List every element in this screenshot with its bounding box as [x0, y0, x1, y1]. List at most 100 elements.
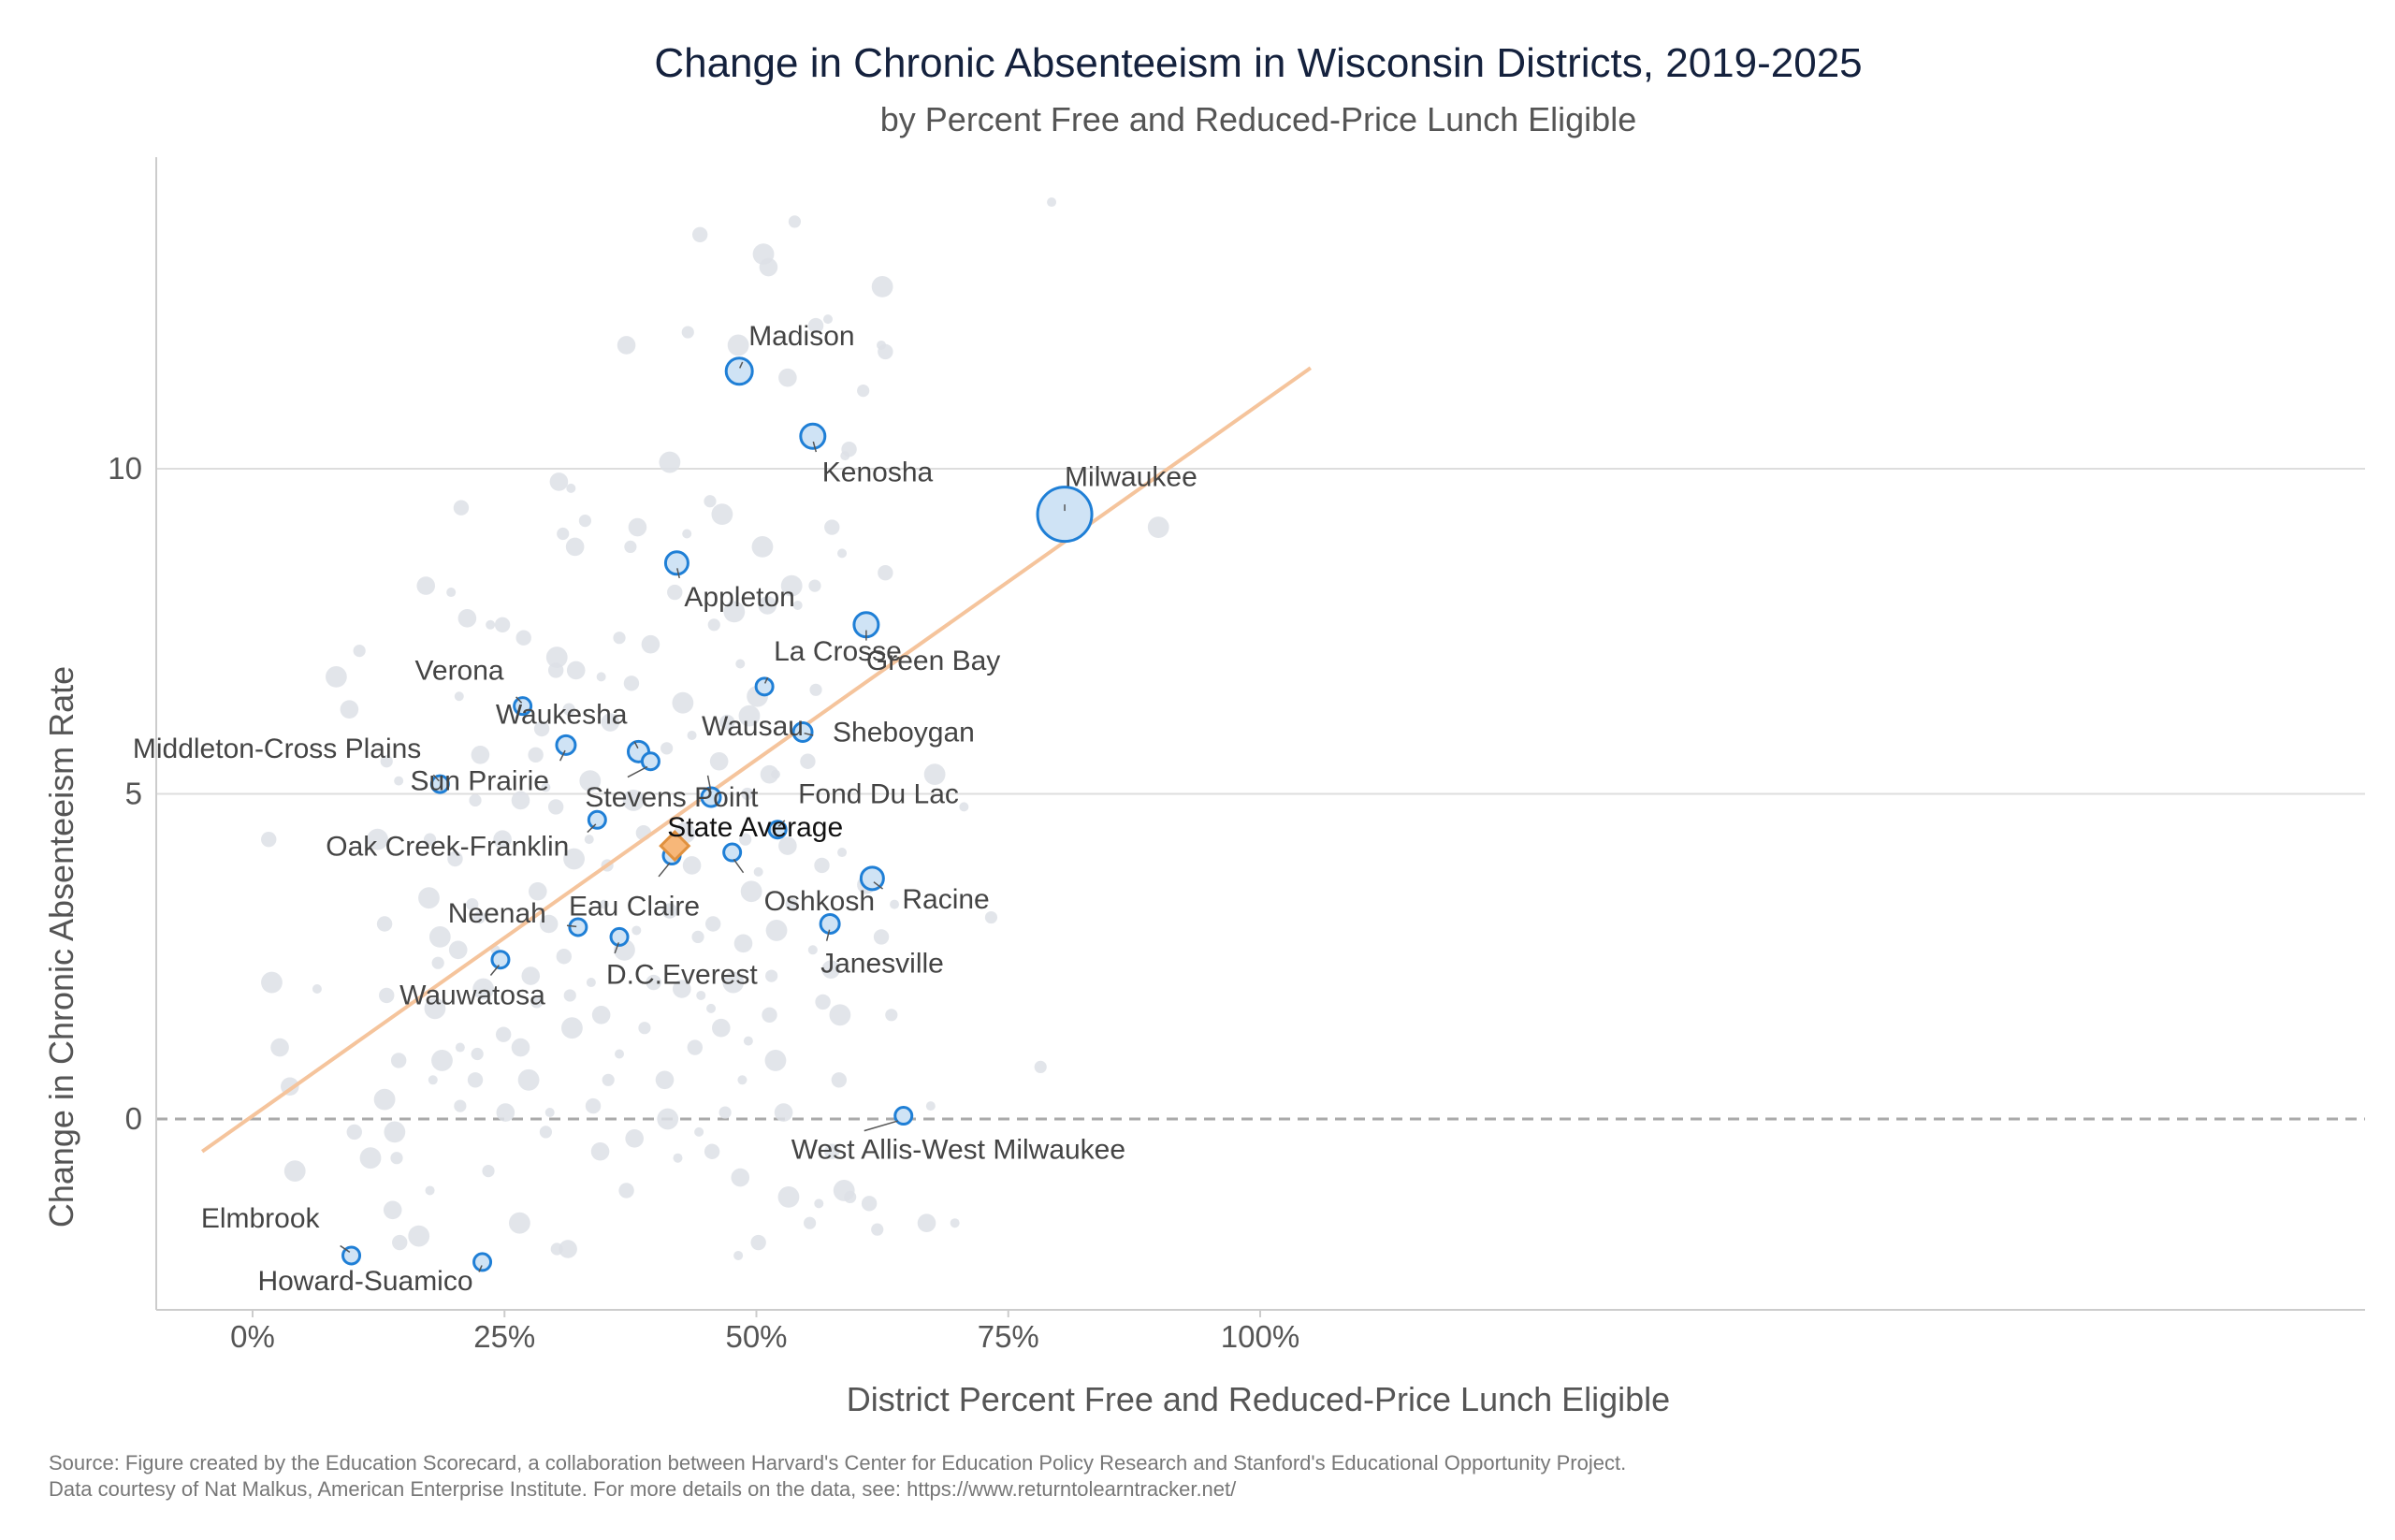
chart-title: Change in Chronic Absenteeism in Wiscons…: [654, 40, 1862, 86]
district-highlight-point: [555, 734, 577, 756]
district-point: [457, 609, 477, 628]
district-point: [727, 334, 749, 356]
y-tick-label: 5: [125, 777, 142, 811]
district-point: [622, 790, 645, 811]
leader-line: [566, 924, 577, 928]
leader-line: [676, 568, 680, 579]
district-point: [561, 1017, 583, 1039]
district-point: [544, 1108, 555, 1118]
district-point: [628, 517, 647, 537]
district-point: [539, 1126, 553, 1139]
district-point: [423, 833, 437, 846]
district-point: [390, 1053, 407, 1068]
district-point: [530, 995, 544, 1009]
district-label: West Allis-West Milwaukee: [791, 1135, 1125, 1166]
leader-line: [739, 361, 744, 369]
district-label: D.C.Everest: [606, 959, 758, 990]
district-highlight-point: [1036, 486, 1094, 544]
district-point: [367, 828, 388, 850]
district-point: [446, 588, 457, 598]
district-highlight-point: [513, 696, 533, 717]
source-line-2: Data courtesy of Nat Malkus, American En…: [49, 1477, 1237, 1501]
y-tick-label: 0: [125, 1101, 142, 1136]
district-point: [718, 1106, 732, 1119]
district-label: Middleton-Cross Plains: [133, 734, 421, 764]
district-point: [719, 714, 735, 731]
district-point: [557, 527, 570, 541]
district-label: Howard-Suamico: [257, 1266, 472, 1297]
district-point: [641, 634, 660, 654]
district-point: [521, 966, 541, 985]
chart-subtitle: by Percent Free and Reduced-Price Lunch …: [880, 100, 1636, 138]
district-point: [659, 451, 681, 473]
district-point: [885, 1009, 898, 1022]
district-point: [751, 536, 774, 558]
leader-line: [489, 965, 501, 976]
district-label: Waukesha: [496, 699, 628, 730]
district-point: [373, 1088, 396, 1111]
district-point: [687, 1039, 704, 1055]
district-point: [602, 1073, 615, 1086]
district-point: [380, 755, 393, 768]
district-point: [667, 584, 683, 601]
x-tick-label: 50%: [725, 1319, 787, 1354]
district-label: Wauwatosa: [399, 981, 545, 1011]
district-point: [453, 500, 470, 516]
district-point: [511, 1038, 530, 1057]
district-point: [539, 914, 559, 934]
district-point: [325, 666, 347, 688]
district-point: [547, 799, 564, 815]
district-point: [408, 1225, 430, 1247]
district-point: [424, 997, 446, 1020]
district-point: [1147, 516, 1169, 538]
district-point: [517, 1068, 540, 1091]
leader-line: [340, 1244, 351, 1253]
leader-line: [627, 765, 648, 778]
district-point: [733, 1250, 744, 1260]
district-point: [837, 548, 848, 559]
district-point: [283, 1160, 306, 1182]
district-point: [871, 276, 893, 298]
district-point: [599, 899, 609, 909]
district-point: [486, 619, 496, 630]
district-point: [631, 925, 642, 936]
district-point: [379, 987, 395, 1004]
x-tick-label: 0%: [230, 1319, 275, 1354]
district-point: [541, 782, 551, 792]
district-point: [857, 385, 870, 398]
district-point: [428, 1075, 438, 1085]
district-point: [547, 662, 564, 678]
district-point: [566, 661, 586, 680]
district-point: [792, 600, 803, 610]
district-label: Oak Creek-Franklin: [326, 831, 569, 862]
district-point: [447, 850, 463, 867]
leader-line: [777, 820, 786, 827]
district-point: [528, 881, 547, 901]
district-point: [778, 368, 797, 387]
highlighted-points: [341, 356, 1094, 1272]
district-point: [740, 880, 762, 903]
district-point: [579, 770, 602, 792]
district-point: [833, 1180, 855, 1201]
district-point: [861, 1196, 878, 1212]
source-note: Source: Figure created by the Education …: [49, 1450, 1626, 1503]
district-point: [431, 1050, 453, 1071]
district-point: [750, 1234, 766, 1251]
district-point: [261, 831, 277, 848]
district-highlight-point: [429, 774, 450, 794]
leader-line: [633, 741, 639, 749]
district-point: [494, 617, 511, 632]
district-point: [471, 1047, 484, 1061]
district-point: [923, 763, 946, 786]
district-point: [431, 956, 444, 969]
district-point: [871, 1223, 884, 1236]
district-point: [1047, 197, 1057, 208]
district-highlight-point: [472, 1252, 493, 1272]
district-point: [586, 978, 596, 988]
district-point: [704, 1143, 720, 1159]
district-point: [454, 691, 464, 702]
district-point: [584, 835, 594, 845]
district-point: [673, 980, 691, 998]
